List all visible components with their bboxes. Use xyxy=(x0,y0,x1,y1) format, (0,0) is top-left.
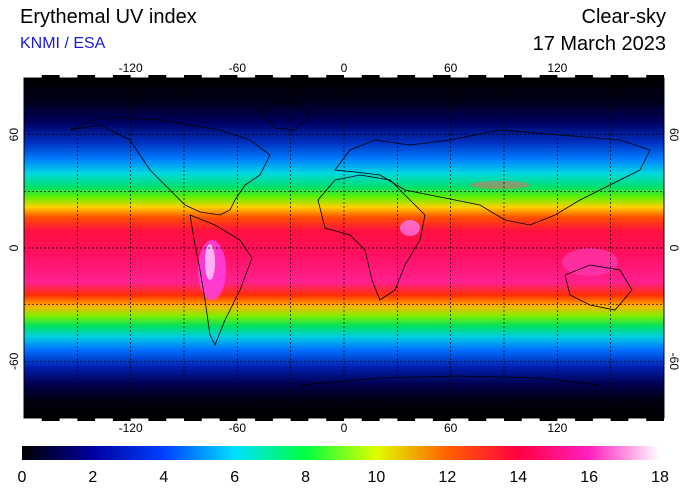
uv-hotspots xyxy=(198,181,618,300)
frame-tick xyxy=(290,75,309,78)
altiplano-peak xyxy=(205,244,215,280)
frame-tick xyxy=(361,418,380,421)
frame-tick xyxy=(77,75,96,78)
frame-tick xyxy=(219,418,238,421)
map-title: Erythemal UV index xyxy=(20,6,197,28)
frame-tick xyxy=(326,75,344,78)
lat-label-left: 0 xyxy=(7,244,21,251)
antarctica-outline xyxy=(299,375,601,386)
south-america-outline xyxy=(189,214,253,346)
colorbar-tick-label: 12 xyxy=(438,469,456,486)
frame-tick xyxy=(432,418,451,421)
lon-label-top: 60 xyxy=(444,61,458,75)
frame-tick xyxy=(397,75,416,78)
graticule xyxy=(24,78,664,418)
africa-outline xyxy=(317,174,426,301)
lon-label-bottom: 120 xyxy=(547,421,567,435)
colorbar xyxy=(22,446,660,460)
colorbar-labels: 0 2 4 6 8 10 12 14 16 18 xyxy=(18,469,669,486)
maritime-hotspot xyxy=(562,248,618,276)
map-date: 17 March 2023 xyxy=(532,33,666,55)
frame-tick xyxy=(326,418,344,421)
frame-tick xyxy=(575,418,593,421)
frame-tick xyxy=(219,75,238,78)
frame-tick xyxy=(77,418,96,421)
lon-label-top: -60 xyxy=(229,61,247,75)
frame-tick xyxy=(539,75,558,78)
greenland-outline xyxy=(259,99,311,131)
frame-tick xyxy=(112,418,131,421)
colorbar-tick-label: 2 xyxy=(88,469,97,486)
frame-tick xyxy=(610,75,629,78)
frame-tick xyxy=(148,75,167,78)
frame-tick xyxy=(184,75,202,78)
lon-label-bottom: 0 xyxy=(341,421,348,435)
colorbar-tick-label: 0 xyxy=(18,469,27,486)
frame-tick xyxy=(646,418,664,421)
lat-label-right: -60 xyxy=(667,353,681,371)
colorbar-tick-label: 6 xyxy=(230,469,239,486)
lon-label-top: 120 xyxy=(547,61,567,75)
lon-label-bottom: 60 xyxy=(444,421,458,435)
frame-tick xyxy=(468,75,487,78)
lat-label-left: -60 xyxy=(7,352,21,370)
north-america-outline xyxy=(69,117,271,216)
frame-tick-marks xyxy=(41,75,664,421)
sky-condition: Clear-sky xyxy=(581,6,666,28)
frame-tick xyxy=(361,75,380,78)
colorbar-tick-label: 8 xyxy=(301,469,310,486)
frame-tick xyxy=(255,75,273,78)
lon-label-bottom: -60 xyxy=(229,421,247,435)
source-credit: KNMI / ESA xyxy=(20,35,106,52)
lat-label-right: 0 xyxy=(667,245,681,252)
frame-tick xyxy=(575,75,593,78)
axis-labels: -120 -120 -60 -60 0 0 60 60 120 120 60 60 0 0 -60 -60 xyxy=(7,61,681,435)
colorbar-tick-label: 10 xyxy=(368,469,386,486)
frame-tick xyxy=(112,75,131,78)
frame-tick xyxy=(255,418,273,421)
frame-tick xyxy=(646,75,664,78)
lat-label-left: 60 xyxy=(7,128,21,142)
frame-tick xyxy=(504,418,522,421)
frame-tick xyxy=(432,75,451,78)
lon-label-top: -120 xyxy=(119,61,143,75)
lon-label-top: 0 xyxy=(341,61,348,75)
lon-label-bottom: -120 xyxy=(119,421,143,435)
frame-tick xyxy=(148,418,167,421)
colorbar-tick-label: 16 xyxy=(580,469,598,486)
frame-tick xyxy=(41,75,60,78)
tibet-band xyxy=(470,181,530,189)
colorbar-tick-label: 14 xyxy=(509,469,527,486)
coastlines xyxy=(69,99,651,386)
frame-tick xyxy=(290,418,309,421)
frame-tick xyxy=(504,75,522,78)
frame-tick xyxy=(468,418,487,421)
frame-tick xyxy=(184,418,202,421)
frame-tick xyxy=(610,418,629,421)
australia-outline xyxy=(564,264,633,311)
lat-label-right: 60 xyxy=(667,128,681,142)
frame-tick xyxy=(41,418,60,421)
colorbar-tick-label: 18 xyxy=(651,469,669,486)
colorbar-tick-label: 4 xyxy=(159,469,168,486)
frame-tick xyxy=(397,418,416,421)
eurasia-outline xyxy=(334,129,651,226)
ethiopia-hotspot xyxy=(400,220,420,236)
frame-tick xyxy=(539,418,558,421)
